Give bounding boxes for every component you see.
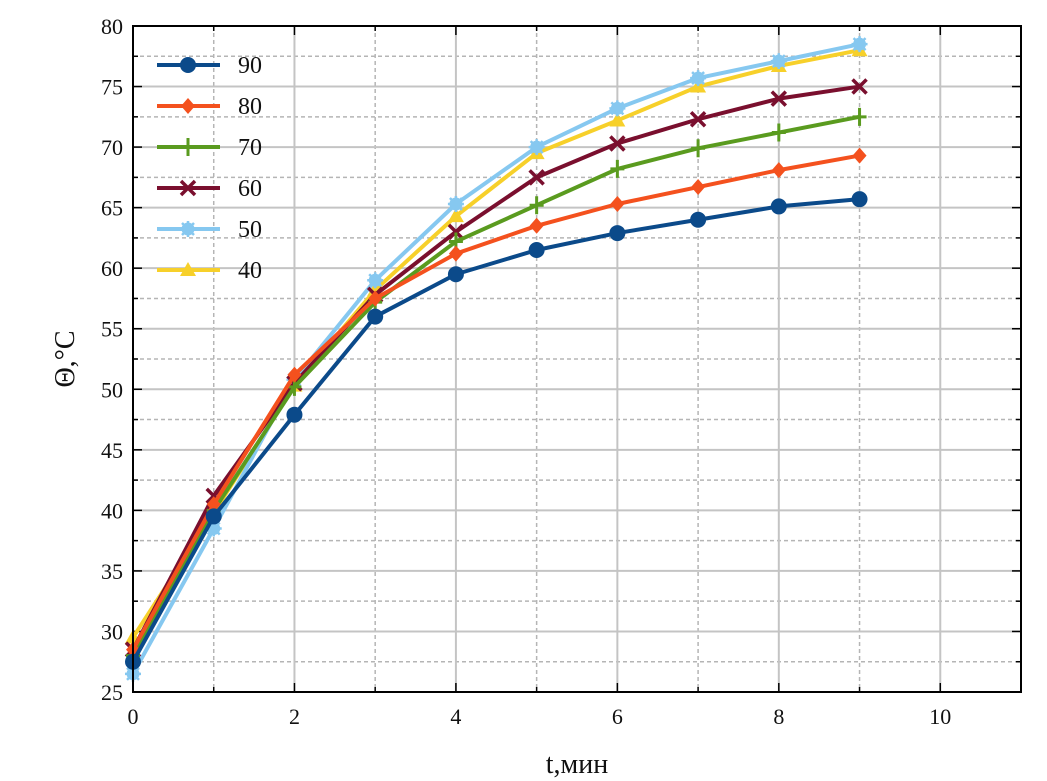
y-tick-label: 35: [101, 559, 123, 584]
data-point-80-5: [529, 217, 544, 234]
data-point-40-6: [609, 112, 626, 127]
data-point-80-4: [448, 245, 463, 262]
data-point-60-8: [770, 90, 788, 107]
legend-marker-70: [181, 138, 195, 156]
legend-item-40: 40: [157, 258, 262, 284]
data-point-50-6: [609, 100, 626, 117]
data-point-50-4: [447, 196, 464, 213]
data-point-80-1: [206, 496, 221, 513]
data-point-50-3: [367, 272, 384, 289]
data-point-60-4: [447, 223, 465, 241]
data-point-80-7: [691, 179, 706, 196]
x-tick-label: 4: [450, 704, 461, 729]
data-point-80-2: [287, 366, 302, 383]
data-point-70-5: [529, 196, 544, 215]
y-tick-label: 25: [101, 680, 123, 705]
series-40: [125, 42, 868, 644]
data-point-70-8: [771, 123, 786, 142]
series-line-60: [131, 84, 860, 651]
data-point-50-3-rays: [367, 272, 384, 289]
data-point-70-9: [852, 107, 867, 126]
data-point-50-8-rays: [770, 53, 787, 70]
legend-label-90: 90: [238, 53, 262, 79]
series: [124, 36, 868, 682]
y-tick-label: 50: [101, 377, 123, 402]
legend-item-90: 90: [157, 53, 262, 79]
data-point-50-5: [528, 139, 545, 156]
series-line-50: [131, 42, 860, 675]
legend-item-70: 70: [157, 135, 262, 161]
y-tick-label: 40: [101, 498, 123, 523]
data-point-50-9-rays: [851, 36, 868, 53]
data-point-50-1-rays: [205, 520, 222, 537]
data-point-80-9: [852, 147, 867, 164]
data-point-60-6: [609, 135, 626, 152]
legend-marker-50-rays: [180, 221, 196, 237]
data-point-50-4-rays: [447, 196, 464, 213]
data-point-50-7: [690, 70, 707, 87]
legend-item-60: 60: [157, 176, 262, 202]
data-point-90-7: [690, 211, 707, 228]
data-point-50-9: [851, 36, 868, 53]
data-point-80-6: [610, 196, 625, 213]
plot-frame: [132, 25, 1022, 693]
legend-label-40: 40: [238, 258, 262, 284]
data-point-90-5: [528, 242, 545, 259]
data-point-90-4: [447, 266, 464, 283]
series-80: [126, 147, 867, 658]
data-point-70-6: [610, 159, 625, 178]
x-tick-label: 0: [128, 704, 139, 729]
legend-marker-90: [180, 57, 196, 73]
y-axis-title: Θ,°C: [50, 330, 81, 387]
data-point-40-4: [447, 208, 464, 223]
x-tick-label: 10: [929, 704, 951, 729]
y-tick-label: 70: [101, 135, 123, 160]
data-point-90-8: [770, 198, 787, 215]
data-point-50-6-rays: [609, 100, 626, 117]
axis-ticks: 0 2 4 6 8 10 25 30 35 40 45 50 55 60 65 70 75 80: [101, 14, 1022, 729]
x-tick-label: 8: [773, 704, 784, 729]
legend-label-80: 80: [238, 94, 262, 120]
data-point-90-2: [286, 406, 303, 423]
y-tick-label: 55: [101, 317, 123, 342]
data-point-90-9: [851, 191, 868, 208]
y-tick-label: 45: [101, 438, 123, 463]
legend-marker-40: [180, 262, 196, 276]
data-point-90-6: [609, 225, 626, 242]
legend-marker-60: [179, 179, 197, 197]
y-tick-label: 75: [101, 75, 123, 100]
data-point-50-7-rays: [690, 70, 707, 87]
legend: 90 80 70 60 50 40: [157, 53, 262, 284]
series-line-70: [131, 114, 860, 657]
data-point-50-8: [770, 53, 787, 70]
data-point-60-5: [528, 169, 545, 186]
legend-marker-50: [180, 221, 196, 237]
legend-item-80: 80: [157, 94, 262, 120]
x-tick-label: 2: [289, 704, 300, 729]
x-axis-title: t,мин: [546, 749, 608, 780]
series-line-90: [131, 197, 860, 663]
y-tick-label: 65: [101, 196, 123, 221]
data-point-70-7: [691, 139, 706, 158]
series-line-80: [131, 153, 860, 651]
y-tick-label: 30: [101, 619, 123, 644]
data-point-80-3: [368, 290, 383, 307]
x-tick-label: 6: [612, 704, 623, 729]
data-point-50-5-rays: [528, 139, 545, 156]
legend-label-70: 70: [238, 135, 262, 161]
legend-item-50: 50: [157, 217, 262, 243]
legend-label-50: 50: [238, 217, 262, 243]
data-point-80-8: [771, 162, 786, 179]
legend-marker-80: [181, 98, 195, 114]
legend-label-60: 60: [238, 176, 262, 202]
data-point-90-3: [367, 308, 384, 325]
y-tick-label: 80: [101, 14, 123, 39]
data-point-90-1: [205, 508, 222, 525]
data-point-60-9: [851, 78, 868, 95]
series-90: [125, 191, 868, 670]
y-tick-label: 60: [101, 256, 123, 281]
data-point-60-7: [689, 111, 707, 128]
